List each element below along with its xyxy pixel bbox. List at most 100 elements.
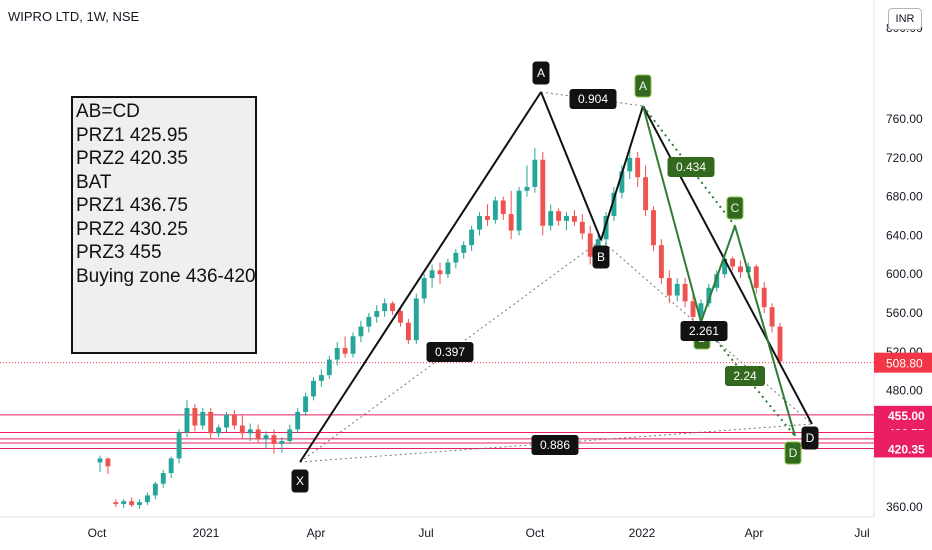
ratio-label-text: 2.261 xyxy=(689,324,719,338)
candle xyxy=(160,470,166,488)
candle-body xyxy=(358,326,364,337)
candle-body xyxy=(144,495,150,503)
candle xyxy=(311,377,316,401)
currency-badge[interactable]: INR xyxy=(888,8,922,30)
level-price-text: 420.35 xyxy=(888,442,925,456)
note-line: PRZ3 455 xyxy=(76,242,162,263)
candle-body xyxy=(619,171,625,193)
candle xyxy=(144,492,150,506)
candle-body xyxy=(571,216,577,222)
candle xyxy=(643,165,649,216)
candle xyxy=(152,481,158,500)
candle xyxy=(239,414,245,440)
candle xyxy=(168,456,174,478)
candle xyxy=(279,437,285,453)
candle-body xyxy=(643,177,649,211)
candle-body xyxy=(255,429,261,440)
note-line: Buying zone 436-420 xyxy=(76,265,256,287)
point-label-text: C xyxy=(731,201,740,215)
candle xyxy=(524,165,530,197)
ratio-label: 0.397 xyxy=(426,342,474,362)
candle xyxy=(334,342,340,366)
candle-body xyxy=(374,311,380,317)
candle xyxy=(216,424,222,438)
candle-body xyxy=(231,414,237,426)
candle xyxy=(429,264,435,288)
candle-body xyxy=(382,303,388,312)
candle xyxy=(263,431,269,449)
note-box: AB=CD PRZ1 425.95 PRZ2 420.35 BAT PRZ1 4… xyxy=(71,96,257,354)
note-line: PRZ2 420.35 xyxy=(76,148,188,169)
ratio-label: 0.434 xyxy=(667,157,715,177)
candle-body xyxy=(287,429,293,442)
candle-body xyxy=(303,396,309,412)
candle-body xyxy=(97,458,103,463)
ratio-label-text: 0.886 xyxy=(540,438,570,452)
candle xyxy=(579,214,585,240)
candle xyxy=(714,270,720,292)
candle-body xyxy=(469,229,475,246)
candle-body xyxy=(627,157,633,172)
candle-body xyxy=(635,157,641,178)
candle xyxy=(477,212,482,236)
ratio-label-text: 0.434 xyxy=(676,160,706,174)
candle xyxy=(318,369,324,387)
candle-body xyxy=(714,274,720,288)
candle xyxy=(540,151,546,236)
ratio-label: 0.886 xyxy=(531,435,579,455)
y-tick-label: 720.00 xyxy=(886,151,923,165)
candle-body xyxy=(508,214,514,231)
candle-body xyxy=(129,501,135,506)
candle-body xyxy=(137,502,142,506)
candle-body xyxy=(295,411,301,430)
pattern-dotted-line xyxy=(600,239,813,425)
candle xyxy=(461,241,467,259)
candle-body xyxy=(540,159,546,226)
point-label-b: B xyxy=(592,245,610,269)
candle xyxy=(556,208,562,226)
candle-body xyxy=(500,200,506,215)
candle-body xyxy=(698,303,704,317)
candle xyxy=(769,303,775,333)
candle-body xyxy=(532,159,538,187)
y-tick-label: 480.00 xyxy=(886,384,923,398)
candle-body xyxy=(769,307,775,327)
candle-body xyxy=(453,252,459,263)
symbol-title[interactable]: WIPRO LTD, 1W, NSE xyxy=(8,9,140,24)
candle-body xyxy=(429,270,435,279)
candle xyxy=(129,497,135,507)
candle xyxy=(651,206,656,251)
candle-body xyxy=(405,322,411,341)
candle-body xyxy=(350,336,356,354)
point-label-c: C xyxy=(726,196,744,220)
candle xyxy=(358,320,364,343)
candle-body xyxy=(184,408,190,433)
candle xyxy=(753,264,759,294)
candle xyxy=(738,260,743,279)
pattern-dotted-line xyxy=(642,105,736,227)
candle-body xyxy=(390,303,396,312)
candle-body xyxy=(413,298,419,341)
candle-body xyxy=(437,270,443,275)
y-tick-label: 560.00 xyxy=(886,306,923,320)
candle xyxy=(113,499,119,507)
candle xyxy=(382,298,388,317)
candle-body xyxy=(753,266,759,288)
candle xyxy=(532,148,538,193)
candle-body xyxy=(603,216,609,240)
candle xyxy=(469,225,475,251)
candle xyxy=(453,248,459,269)
candle xyxy=(247,423,253,442)
candle-body xyxy=(461,245,467,253)
candle-body xyxy=(160,473,166,484)
candle xyxy=(635,151,641,187)
candle xyxy=(587,225,593,265)
candle xyxy=(484,204,490,226)
candle xyxy=(255,424,261,443)
candle-body xyxy=(311,380,316,397)
candle-body xyxy=(611,192,617,216)
candle-body xyxy=(524,186,530,191)
candle-body xyxy=(556,211,562,221)
candle xyxy=(516,186,522,236)
